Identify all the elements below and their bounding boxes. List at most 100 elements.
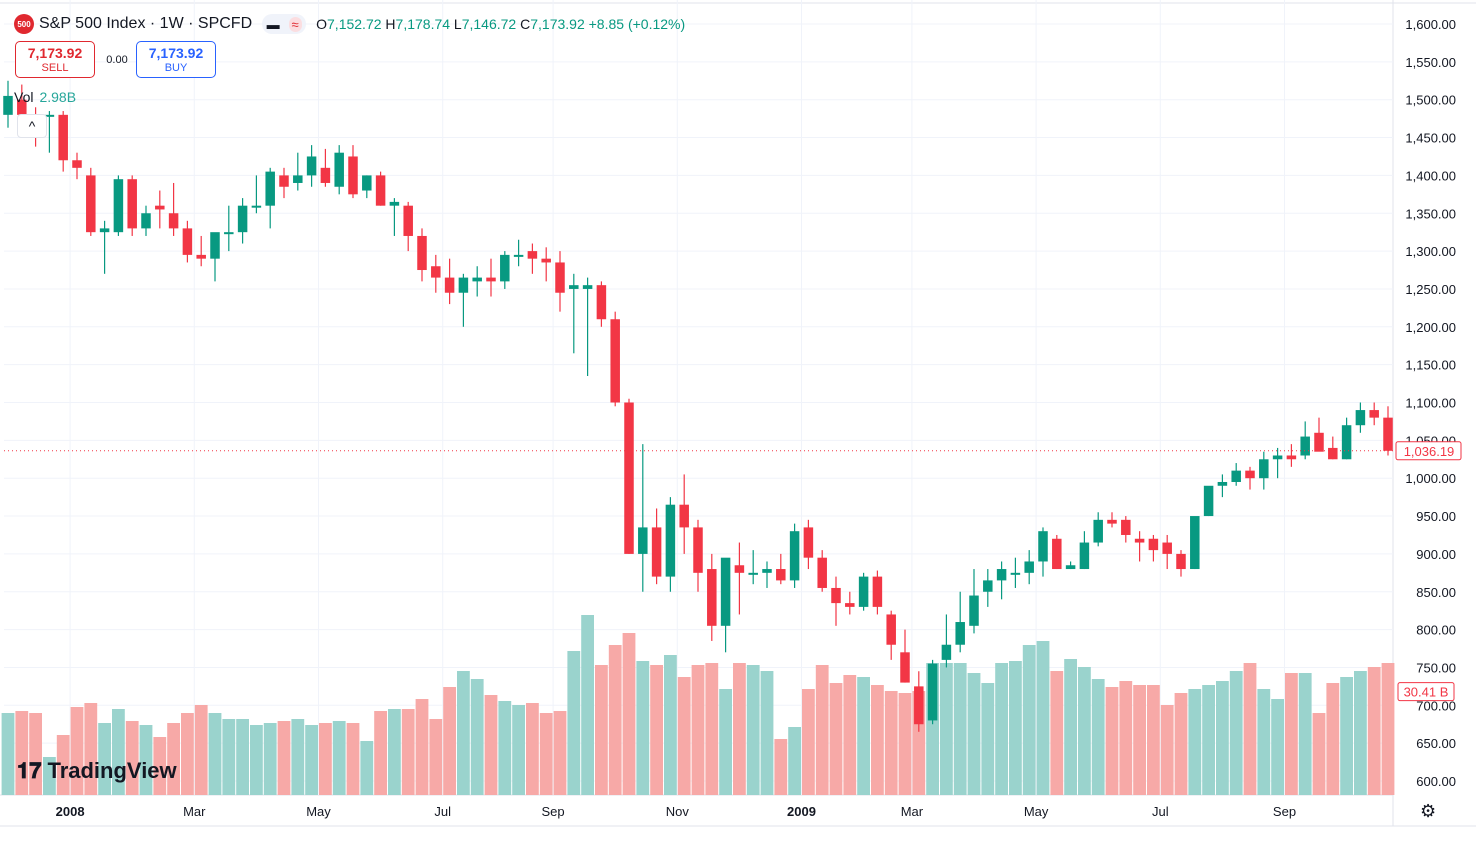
candle-body[interactable] <box>1369 410 1379 418</box>
candle-body[interactable] <box>1052 538 1062 570</box>
candle-body[interactable] <box>444 277 455 293</box>
candle-body[interactable] <box>265 171 275 206</box>
candle-body[interactable] <box>1107 519 1117 524</box>
candle-body[interactable] <box>1024 561 1034 573</box>
candle-body[interactable] <box>983 580 993 592</box>
candle-body[interactable] <box>803 527 814 558</box>
candle-body[interactable] <box>472 277 482 282</box>
candle-body[interactable] <box>168 213 179 229</box>
candle-body[interactable] <box>1245 470 1255 479</box>
candle-body[interactable] <box>1300 436 1310 456</box>
candle-body[interactable] <box>1259 459 1269 479</box>
candle-body[interactable] <box>817 557 827 588</box>
candle-body[interactable] <box>1065 565 1076 570</box>
candle-body[interactable] <box>417 235 427 271</box>
candle-body[interactable] <box>1231 470 1241 482</box>
candle-body[interactable] <box>872 576 883 607</box>
candle-body[interactable] <box>44 114 55 117</box>
approx-icon[interactable]: ≈ <box>288 16 302 32</box>
candle-body[interactable] <box>845 603 855 607</box>
candle-body[interactable] <box>1176 553 1186 570</box>
candle-body[interactable] <box>665 504 676 577</box>
candle-body[interactable] <box>1038 531 1048 562</box>
candle-body[interactable] <box>776 569 786 581</box>
candle-body[interactable] <box>127 179 137 229</box>
minus-icon[interactable]: ▬ <box>266 16 280 32</box>
candle-body[interactable] <box>1093 519 1103 543</box>
candle-body[interactable] <box>237 205 248 233</box>
candle-body[interactable] <box>155 205 165 210</box>
candle-body[interactable] <box>527 251 538 259</box>
candle-body[interactable] <box>1010 572 1021 575</box>
candle-body[interactable] <box>900 652 910 683</box>
candle-body[interactable] <box>1341 425 1352 460</box>
candle-body[interactable] <box>99 228 110 233</box>
candle-body[interactable] <box>886 614 896 645</box>
candle-body[interactable] <box>1383 417 1393 451</box>
candle-body[interactable] <box>624 402 634 554</box>
candle-body[interactable] <box>969 595 979 626</box>
buy-button[interactable]: 7,173.92 BUY <box>136 41 216 78</box>
candle-body[interactable] <box>555 262 565 293</box>
volume-legend[interactable]: Vol 2.98B <box>14 89 76 105</box>
symbol-title[interactable]: S&P 500 Index · 1W · SPCFD <box>39 15 253 32</box>
candle-body[interactable] <box>1355 410 1366 426</box>
candle-body[interactable] <box>17 99 27 115</box>
candle-body[interactable] <box>596 285 607 320</box>
candle-body[interactable] <box>693 527 703 573</box>
candle-body[interactable] <box>182 228 193 255</box>
candle-body[interactable] <box>141 213 151 229</box>
candle-body[interactable] <box>113 179 124 233</box>
candle-body[interactable] <box>375 175 386 206</box>
candle-body[interactable] <box>279 175 289 187</box>
sell-button[interactable]: 7,173.92 SELL <box>15 41 95 78</box>
candle-body[interactable] <box>306 156 317 176</box>
candle-body[interactable] <box>1190 516 1200 570</box>
candle-body[interactable] <box>72 160 82 168</box>
candle-body[interactable] <box>914 686 924 725</box>
candle-body[interactable] <box>789 531 800 581</box>
candle-body[interactable] <box>1079 542 1090 570</box>
candle-body[interactable] <box>196 254 206 259</box>
candle-body[interactable] <box>1217 481 1228 486</box>
candle-body[interactable] <box>679 504 689 528</box>
candle-body[interactable] <box>334 152 344 187</box>
candle-body[interactable] <box>403 205 413 236</box>
candle-body[interactable] <box>996 569 1007 581</box>
candle-body[interactable] <box>293 175 303 183</box>
candle-body[interactable] <box>707 569 717 626</box>
candle-body[interactable] <box>348 156 358 195</box>
candle-body[interactable] <box>1134 538 1145 543</box>
candle-body[interactable] <box>513 254 524 257</box>
candle-body[interactable] <box>1286 455 1297 460</box>
candle-body[interactable] <box>1314 432 1324 452</box>
candle-body[interactable] <box>1121 519 1131 535</box>
candle-body[interactable] <box>582 285 593 289</box>
candle-body[interactable] <box>734 565 745 573</box>
candle-body[interactable] <box>638 527 648 554</box>
candle-body[interactable] <box>320 167 331 183</box>
mode-toggle[interactable]: ▬ ≈ <box>262 14 307 34</box>
candle-body[interactable] <box>500 254 510 282</box>
candle-body[interactable] <box>955 622 965 645</box>
settings-gear-icon[interactable]: ⚙ <box>1420 801 1437 821</box>
candle-body[interactable] <box>569 285 579 289</box>
candle-body[interactable] <box>458 277 469 293</box>
tradingview-logo[interactable]: 𝟏𝟕 TradingView <box>17 758 177 784</box>
candle-body[interactable] <box>748 572 758 575</box>
candle-body[interactable] <box>927 663 938 721</box>
candle-body[interactable] <box>762 569 772 573</box>
candle-body[interactable] <box>431 266 441 278</box>
candle-body[interactable] <box>1328 447 1338 460</box>
candle-body[interactable] <box>1148 538 1159 551</box>
candle-body[interactable] <box>1203 485 1214 517</box>
candle-body[interactable] <box>541 258 551 263</box>
candle-body[interactable] <box>610 319 620 403</box>
candle-body[interactable] <box>210 232 220 259</box>
candle-body[interactable] <box>486 277 496 282</box>
candle-body[interactable] <box>86 175 96 233</box>
candle-body[interactable] <box>831 587 841 604</box>
candle-body[interactable] <box>1272 455 1283 460</box>
candle-body[interactable] <box>362 175 372 191</box>
